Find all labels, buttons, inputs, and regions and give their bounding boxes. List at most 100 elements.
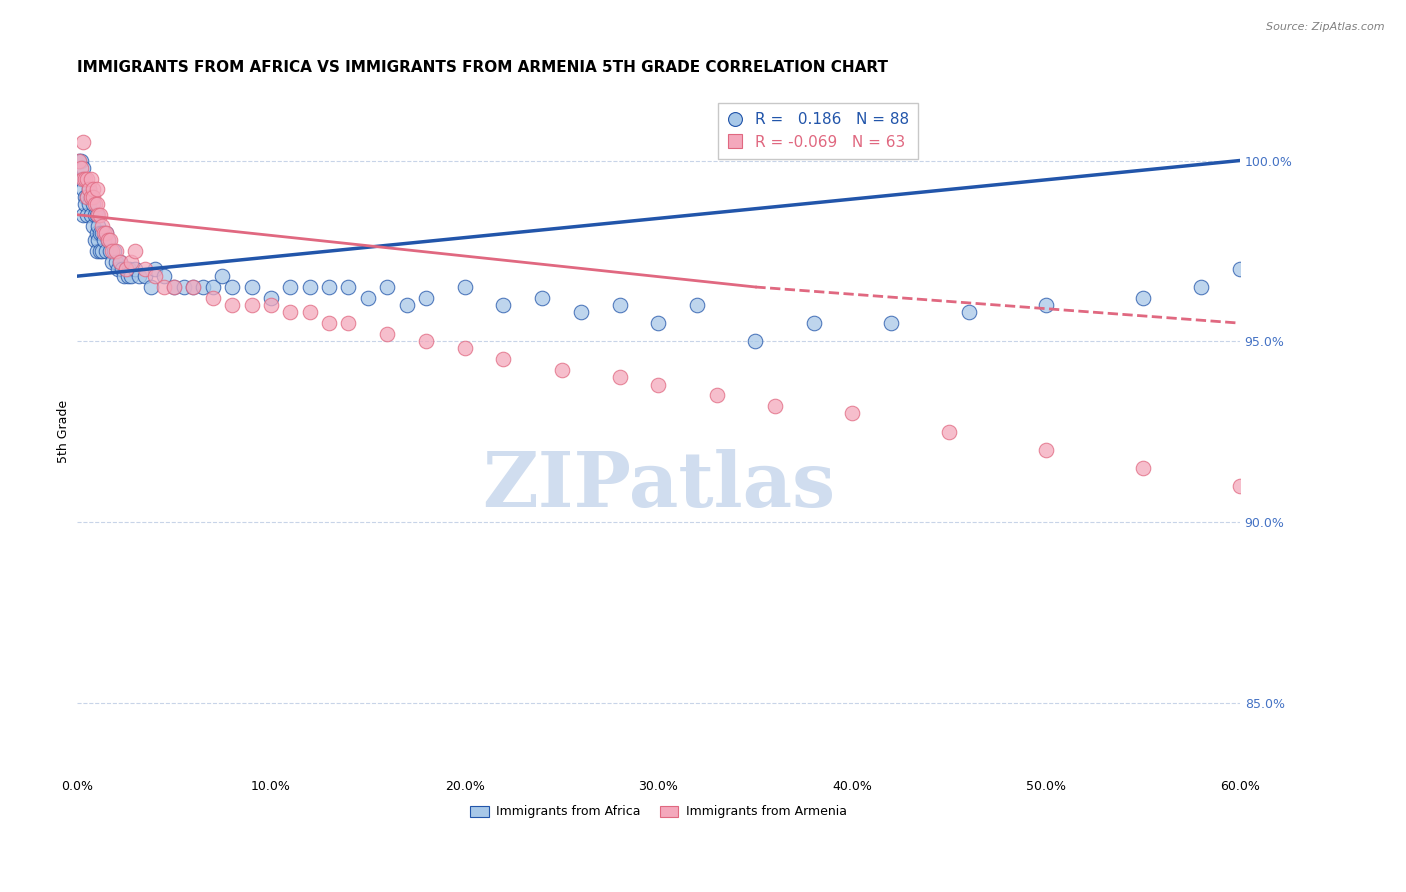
Point bbox=[221, 298, 243, 312]
Point bbox=[82, 182, 104, 196]
Point bbox=[89, 226, 111, 240]
Point bbox=[91, 219, 114, 233]
Point bbox=[201, 280, 224, 294]
Point bbox=[609, 370, 631, 384]
Point bbox=[87, 233, 110, 247]
Point bbox=[395, 298, 418, 312]
Point bbox=[492, 352, 515, 367]
Point bbox=[260, 291, 283, 305]
Point bbox=[87, 208, 110, 222]
Point bbox=[454, 280, 477, 294]
Point bbox=[97, 233, 120, 247]
Point bbox=[337, 316, 360, 330]
Point bbox=[73, 171, 96, 186]
Point bbox=[1035, 442, 1057, 457]
Point bbox=[107, 261, 129, 276]
Point bbox=[191, 280, 214, 294]
Point bbox=[77, 182, 100, 196]
Point bbox=[686, 298, 709, 312]
Point bbox=[337, 280, 360, 294]
Point bbox=[318, 316, 340, 330]
Point bbox=[278, 280, 301, 294]
Point bbox=[82, 189, 104, 203]
Point bbox=[83, 197, 105, 211]
Point bbox=[415, 291, 437, 305]
Point bbox=[103, 244, 125, 258]
Point bbox=[73, 189, 96, 203]
Point bbox=[609, 298, 631, 312]
Point bbox=[86, 244, 108, 258]
Point bbox=[938, 425, 960, 439]
Point bbox=[98, 244, 121, 258]
Point bbox=[492, 298, 515, 312]
Text: ZIPatlas: ZIPatlas bbox=[482, 450, 835, 524]
Point bbox=[763, 399, 786, 413]
Point bbox=[87, 219, 110, 233]
Point bbox=[96, 226, 118, 240]
Point bbox=[86, 182, 108, 196]
Point bbox=[77, 182, 100, 196]
Point bbox=[83, 233, 105, 247]
Point bbox=[318, 280, 340, 294]
Point bbox=[1132, 291, 1154, 305]
Point bbox=[569, 305, 592, 319]
Point bbox=[454, 342, 477, 356]
Point bbox=[153, 280, 176, 294]
Point bbox=[98, 233, 121, 247]
Point bbox=[80, 208, 103, 222]
Point bbox=[1189, 280, 1212, 294]
Point bbox=[82, 197, 104, 211]
Point bbox=[67, 153, 90, 168]
Point bbox=[76, 189, 98, 203]
Point bbox=[647, 316, 669, 330]
Point bbox=[531, 291, 554, 305]
Point bbox=[80, 189, 103, 203]
Point bbox=[104, 244, 127, 258]
Y-axis label: 5th Grade: 5th Grade bbox=[58, 400, 70, 463]
Point bbox=[80, 171, 103, 186]
Point bbox=[96, 244, 118, 258]
Point bbox=[117, 269, 139, 284]
Point bbox=[550, 363, 572, 377]
Point bbox=[298, 280, 321, 294]
Point bbox=[108, 254, 131, 268]
Point bbox=[143, 261, 166, 276]
Point bbox=[114, 261, 136, 276]
Point bbox=[86, 197, 108, 211]
Point bbox=[108, 254, 131, 268]
Point bbox=[278, 305, 301, 319]
Text: Source: ZipAtlas.com: Source: ZipAtlas.com bbox=[1267, 22, 1385, 32]
Point bbox=[163, 280, 186, 294]
Point bbox=[1326, 497, 1348, 511]
Point bbox=[128, 269, 150, 284]
Point bbox=[83, 208, 105, 222]
Point bbox=[93, 233, 115, 247]
Legend: Immigrants from Africa, Immigrants from Armenia: Immigrants from Africa, Immigrants from … bbox=[465, 800, 852, 823]
Point bbox=[67, 153, 90, 168]
Point bbox=[89, 208, 111, 222]
Point bbox=[112, 269, 135, 284]
Point bbox=[744, 334, 766, 349]
Point bbox=[1035, 298, 1057, 312]
Point bbox=[101, 244, 124, 258]
Point bbox=[183, 280, 205, 294]
Point bbox=[173, 280, 195, 294]
Point bbox=[134, 269, 156, 284]
Point bbox=[375, 326, 398, 341]
Point bbox=[111, 261, 134, 276]
Point bbox=[1229, 261, 1251, 276]
Point bbox=[201, 291, 224, 305]
Point bbox=[1229, 479, 1251, 493]
Point bbox=[647, 377, 669, 392]
Point bbox=[957, 305, 980, 319]
Point bbox=[70, 161, 93, 175]
Point bbox=[96, 226, 118, 240]
Point bbox=[70, 153, 93, 168]
Point bbox=[72, 182, 94, 196]
Point bbox=[841, 407, 863, 421]
Point bbox=[706, 388, 728, 402]
Point bbox=[375, 280, 398, 294]
Point bbox=[89, 244, 111, 258]
Point bbox=[183, 280, 205, 294]
Point bbox=[93, 226, 115, 240]
